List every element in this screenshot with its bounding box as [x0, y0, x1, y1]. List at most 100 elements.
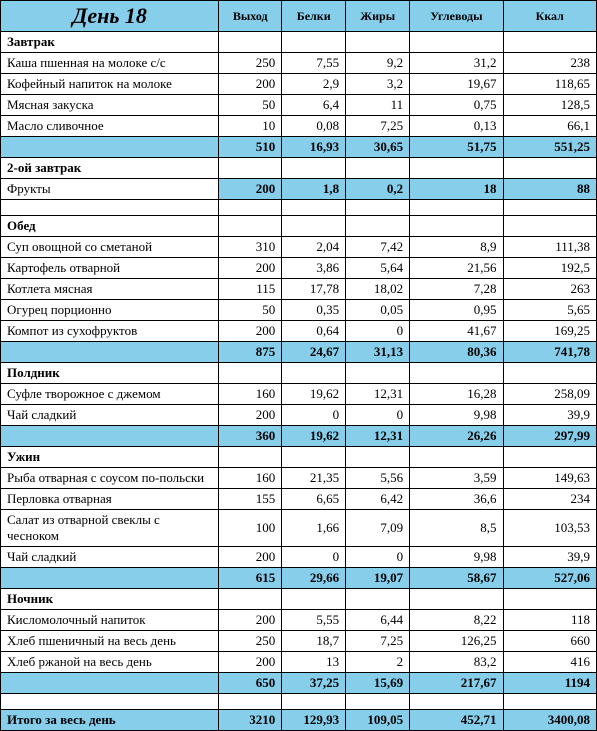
- col-vyhod: Выход: [219, 1, 282, 32]
- col-zhiry: Жиры: [346, 1, 410, 32]
- belki-value: 3,86: [282, 258, 346, 279]
- col-kkal: Ккал: [503, 1, 596, 32]
- vyhod-value: 50: [219, 300, 282, 321]
- uglevody-value: 9,98: [410, 405, 503, 426]
- belki-value: 1,66: [282, 510, 346, 547]
- food-item: Кисломолочный напиток: [1, 610, 219, 631]
- belki-value: 0,64: [282, 321, 346, 342]
- belki-value: 2,9: [282, 74, 346, 95]
- zhiry-value: 3,2: [346, 74, 410, 95]
- subtotal-kkal: 1194: [503, 673, 596, 694]
- zhiry-value: 0: [346, 321, 410, 342]
- food-item: Фрукты: [1, 179, 219, 200]
- uglevody-value: 19,67: [410, 74, 503, 95]
- subtotal-belki: 16,93: [282, 137, 346, 158]
- kkal-value: 258,09: [503, 384, 596, 405]
- subtotal-zhiry: 19,07: [346, 568, 410, 589]
- kkal-value: 5,65: [503, 300, 596, 321]
- subtotal-belki: 24,67: [282, 342, 346, 363]
- zhiry-value: 0,05: [346, 300, 410, 321]
- subtotal-vyhod: 510: [219, 137, 282, 158]
- uglevody-value: 9,98: [410, 547, 503, 568]
- meal-header: Полдник: [1, 363, 219, 384]
- uglevody-value: 21,56: [410, 258, 503, 279]
- meal-header: Ночник: [1, 589, 219, 610]
- zhiry-value: 7,25: [346, 631, 410, 652]
- kkal-value: 118: [503, 610, 596, 631]
- subtotal-kkal: 741,78: [503, 342, 596, 363]
- food-item: Чай сладкий: [1, 547, 219, 568]
- uglevody-value: 3,59: [410, 468, 503, 489]
- belki-value: 5,55: [282, 610, 346, 631]
- vyhod-value: 160: [219, 468, 282, 489]
- kkal-value: 128,5: [503, 95, 596, 116]
- vyhod-value: 200: [219, 179, 282, 200]
- uglevody-value: 0,13: [410, 116, 503, 137]
- kkal-value: 149,63: [503, 468, 596, 489]
- kkal-value: 263: [503, 279, 596, 300]
- belki-value: 6,4: [282, 95, 346, 116]
- zhiry-value: 6,44: [346, 610, 410, 631]
- vyhod-value: 250: [219, 631, 282, 652]
- uglevody-value: 8,9: [410, 237, 503, 258]
- vyhod-value: 200: [219, 74, 282, 95]
- zhiry-value: 7,42: [346, 237, 410, 258]
- zhiry-value: 9,2: [346, 53, 410, 74]
- vyhod-value: 160: [219, 384, 282, 405]
- kkal-value: 103,53: [503, 510, 596, 547]
- food-item: Хлеб ржаной на весь день: [1, 652, 219, 673]
- subtotal-belki: 37,25: [282, 673, 346, 694]
- zhiry-value: 6,42: [346, 489, 410, 510]
- food-item: Компот из сухофруктов: [1, 321, 219, 342]
- uglevody-value: 16,28: [410, 384, 503, 405]
- zhiry-value: 0,2: [346, 179, 410, 200]
- uglevody-value: 18: [410, 179, 503, 200]
- kkal-value: 660: [503, 631, 596, 652]
- vyhod-value: 200: [219, 547, 282, 568]
- subtotal-zhiry: 30,65: [346, 137, 410, 158]
- food-item: Рыба отварная с соусом по-польски: [1, 468, 219, 489]
- subtotal-kkal: 551,25: [503, 137, 596, 158]
- kkal-value: 39,9: [503, 405, 596, 426]
- vyhod-value: 200: [219, 405, 282, 426]
- zhiry-value: 11: [346, 95, 410, 116]
- subtotal-uglevody: 51,75: [410, 137, 503, 158]
- uglevody-value: 8,5: [410, 510, 503, 547]
- vyhod-value: 200: [219, 258, 282, 279]
- uglevody-value: 0,95: [410, 300, 503, 321]
- kkal-value: 169,25: [503, 321, 596, 342]
- grand-total-kkal: 3400,08: [503, 710, 596, 731]
- meal-header: 2-ой завтрак: [1, 158, 219, 179]
- food-item: Каша пшенная на молоке с/с: [1, 53, 219, 74]
- food-item: Картофель отварной: [1, 258, 219, 279]
- zhiry-value: 18,02: [346, 279, 410, 300]
- kkal-value: 39,9: [503, 547, 596, 568]
- subtotal-vyhod: 875: [219, 342, 282, 363]
- zhiry-value: 7,09: [346, 510, 410, 547]
- subtotal-kkal: 297,99: [503, 426, 596, 447]
- kkal-value: 88: [503, 179, 596, 200]
- uglevody-value: 83,2: [410, 652, 503, 673]
- vyhod-value: 10: [219, 116, 282, 137]
- uglevody-value: 36,6: [410, 489, 503, 510]
- uglevody-value: 41,67: [410, 321, 503, 342]
- food-item: Суфле творожное с джемом: [1, 384, 219, 405]
- zhiry-value: 7,25: [346, 116, 410, 137]
- kkal-value: 238: [503, 53, 596, 74]
- subtotal-zhiry: 15,69: [346, 673, 410, 694]
- belki-value: 0: [282, 547, 346, 568]
- belki-value: 21,35: [282, 468, 346, 489]
- food-item: Масло сливочное: [1, 116, 219, 137]
- kkal-value: 118,65: [503, 74, 596, 95]
- belki-value: 19,62: [282, 384, 346, 405]
- uglevody-value: 31,2: [410, 53, 503, 74]
- grand-total-vyhod: 3210: [219, 710, 282, 731]
- vyhod-value: 310: [219, 237, 282, 258]
- subtotal-zhiry: 31,13: [346, 342, 410, 363]
- day-title: День 18: [1, 1, 219, 32]
- vyhod-value: 115: [219, 279, 282, 300]
- subtotal-uglevody: 26,26: [410, 426, 503, 447]
- nutrition-table: День 18ВыходБелкиЖирыУглеводыКкалЗавтрак…: [0, 0, 597, 731]
- zhiry-value: 0: [346, 405, 410, 426]
- vyhod-value: 200: [219, 321, 282, 342]
